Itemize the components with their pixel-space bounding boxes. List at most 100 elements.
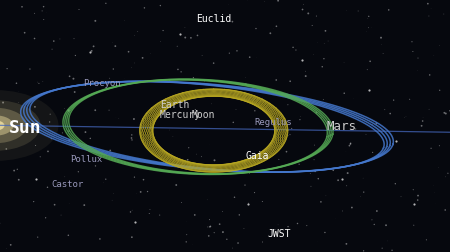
Point bbox=[35, 82, 42, 86]
Point bbox=[128, 136, 135, 140]
Point bbox=[0, 221, 4, 225]
Point bbox=[128, 133, 135, 137]
Point bbox=[66, 139, 73, 143]
Point bbox=[365, 15, 372, 19]
Point bbox=[183, 220, 190, 224]
Point bbox=[341, 92, 348, 96]
Text: Sun: Sun bbox=[9, 118, 41, 136]
Point bbox=[338, 177, 346, 181]
Point bbox=[233, 89, 240, 93]
Point bbox=[140, 178, 147, 182]
Point bbox=[15, 178, 22, 182]
Point bbox=[226, 52, 233, 56]
Point bbox=[21, 32, 28, 36]
Point bbox=[379, 52, 387, 56]
Point bbox=[176, 93, 184, 97]
Point bbox=[56, 38, 63, 42]
Point bbox=[146, 208, 153, 212]
Point bbox=[216, 222, 223, 226]
Point bbox=[31, 37, 38, 41]
Point bbox=[424, 3, 432, 7]
Text: JWST: JWST bbox=[268, 228, 291, 238]
Point bbox=[369, 123, 376, 127]
Point bbox=[313, 111, 320, 115]
Point bbox=[431, 191, 438, 195]
Point bbox=[419, 116, 427, 120]
Point bbox=[369, 218, 376, 222]
Point bbox=[279, 218, 286, 223]
Point bbox=[327, 88, 334, 92]
Point bbox=[273, 141, 280, 145]
Point bbox=[26, 159, 33, 163]
Point bbox=[303, 224, 310, 228]
Point bbox=[30, 200, 37, 204]
Point bbox=[307, 184, 315, 188]
Point bbox=[66, 75, 73, 79]
Point bbox=[92, 164, 99, 168]
Point bbox=[100, 181, 107, 185]
Point bbox=[252, 27, 260, 32]
Point bbox=[204, 225, 212, 229]
Point bbox=[187, 37, 194, 41]
Point bbox=[13, 82, 20, 86]
Point bbox=[48, 137, 55, 141]
Point bbox=[275, 158, 283, 162]
Point bbox=[440, 13, 447, 17]
Point bbox=[40, 6, 47, 10]
Point bbox=[129, 208, 136, 212]
Point bbox=[344, 171, 351, 175]
Point bbox=[147, 52, 154, 56]
Point bbox=[333, 0, 340, 2]
Point bbox=[300, 3, 307, 7]
Point bbox=[130, 117, 138, 121]
Point bbox=[40, 18, 47, 22]
Point bbox=[205, 234, 212, 238]
Point bbox=[207, 225, 214, 229]
Point bbox=[317, 200, 324, 204]
Point bbox=[425, 108, 432, 112]
Point bbox=[273, 25, 280, 29]
Point bbox=[15, 90, 22, 94]
Point bbox=[320, 42, 328, 46]
Point bbox=[310, 158, 318, 162]
Point bbox=[432, 202, 439, 206]
Point bbox=[297, 118, 304, 122]
Point bbox=[369, 151, 376, 155]
Point bbox=[378, 130, 385, 134]
Point bbox=[156, 0, 163, 3]
Circle shape bbox=[0, 116, 14, 136]
Point bbox=[194, 34, 201, 38]
Point bbox=[343, 242, 350, 246]
Point bbox=[246, 56, 253, 60]
Point bbox=[121, 78, 128, 82]
Point bbox=[259, 194, 266, 198]
Text: Gaia: Gaia bbox=[245, 150, 269, 160]
Point bbox=[343, 9, 350, 13]
Circle shape bbox=[0, 101, 40, 151]
Point bbox=[430, 54, 437, 58]
Point bbox=[42, 216, 49, 220]
Point bbox=[307, 172, 314, 176]
Point bbox=[86, 51, 94, 55]
Point bbox=[44, 185, 51, 190]
Point bbox=[106, 77, 113, 81]
Point bbox=[384, 239, 391, 243]
Point bbox=[193, 152, 200, 156]
Point bbox=[319, 66, 326, 70]
Point bbox=[364, 68, 371, 72]
Point bbox=[81, 203, 88, 207]
Point bbox=[302, 70, 309, 74]
Point bbox=[3, 147, 10, 151]
Point bbox=[39, 10, 46, 14]
Point bbox=[357, 195, 364, 199]
Point bbox=[112, 116, 120, 120]
Point bbox=[436, 89, 443, 93]
Point bbox=[436, 44, 443, 48]
Point bbox=[87, 137, 94, 141]
Point bbox=[322, 194, 329, 198]
Point bbox=[141, 7, 148, 11]
Point bbox=[134, 30, 141, 34]
Point bbox=[185, 146, 192, 150]
Point bbox=[428, 147, 435, 151]
Point bbox=[357, 181, 364, 185]
